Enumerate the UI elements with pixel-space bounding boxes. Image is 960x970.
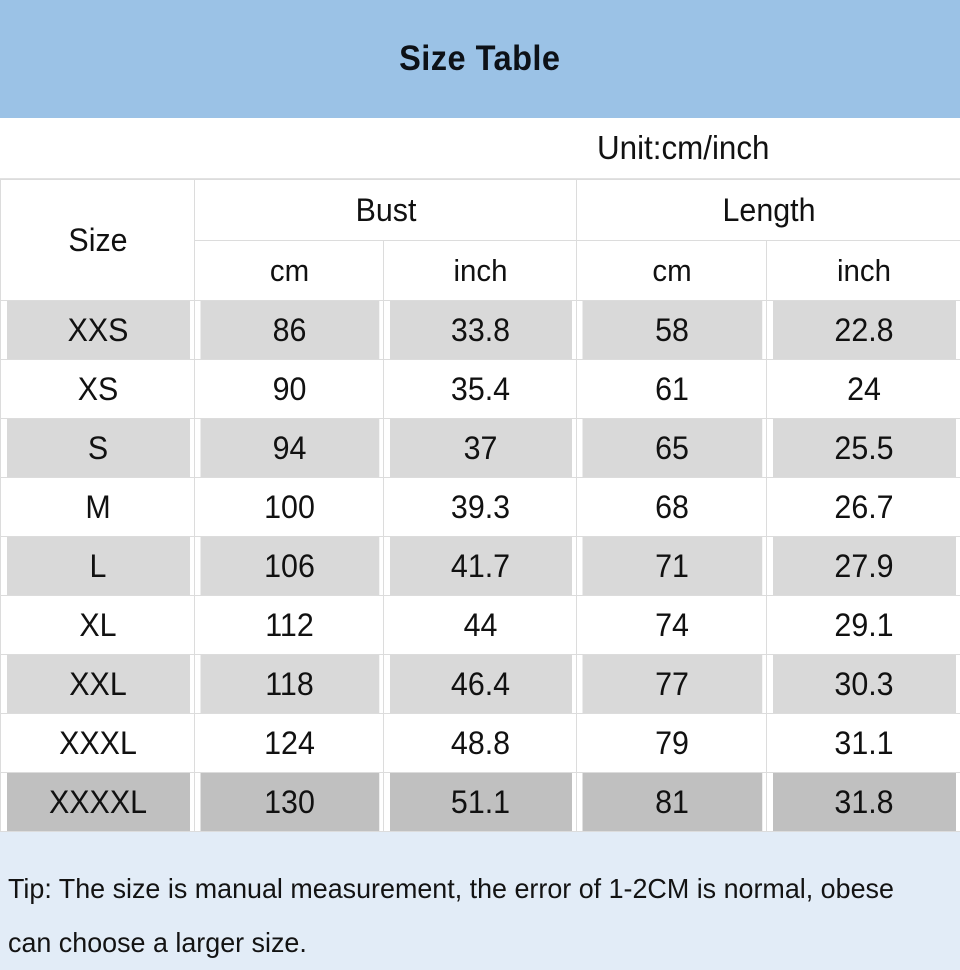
title-band: Size Table	[0, 0, 960, 118]
header-row-groups: Size Bust Length	[1, 180, 960, 241]
header-cell-length-cm: cm	[581, 241, 762, 301]
cell-length-cm: 74	[581, 596, 762, 655]
cell-length-cm: 79	[581, 714, 762, 773]
table-head: Size Bust Length cm inch cm inch	[1, 180, 960, 301]
cell-length-inch: 24	[771, 360, 955, 419]
cell-length-cm: 77	[581, 655, 762, 714]
tip-section: Tip: The size is manual measurement, the…	[0, 832, 960, 970]
cell-size: M	[5, 478, 189, 537]
cell-bust-cm: 86	[199, 301, 379, 360]
cell-size: XXS	[5, 301, 189, 360]
cell-length-cm: 71	[581, 537, 762, 596]
cell-length-inch: 26.7	[771, 478, 955, 537]
cell-size: XXL	[5, 655, 189, 714]
cell-size: XS	[5, 360, 189, 419]
cell-bust-inch: 44	[388, 596, 571, 655]
cell-length-inch: 31.1	[771, 714, 955, 773]
cell-length-cm: 61	[581, 360, 762, 419]
cell-length-inch: 22.8	[771, 301, 955, 360]
cell-bust-inch: 39.3	[388, 478, 571, 537]
unit-note-row: Unit:cm/inch	[0, 118, 960, 179]
cell-bust-inch: 46.4	[388, 655, 571, 714]
cell-bust-inch: 37	[388, 419, 571, 478]
cell-size: XL	[5, 596, 189, 655]
header-cell-bust: Bust	[204, 180, 567, 241]
header-cell-size: Size	[5, 180, 189, 301]
cell-bust-cm: 100	[199, 478, 379, 537]
cell-bust-inch: 51.1	[388, 773, 571, 832]
page-title: Size Table	[399, 39, 560, 79]
cell-bust-inch: 35.4	[388, 360, 571, 419]
cell-length-inch: 30.3	[771, 655, 955, 714]
cell-length-inch: 27.9	[771, 537, 955, 596]
cell-bust-cm: 130	[199, 773, 379, 832]
unit-note: Unit:cm/inch	[597, 129, 769, 167]
cell-size: L	[5, 537, 189, 596]
cell-length-cm: 65	[581, 419, 762, 478]
cell-bust-cm: 90	[199, 360, 379, 419]
cell-length-cm: 68	[581, 478, 762, 537]
cell-size: XXXXL	[5, 773, 189, 832]
cell-bust-inch: 33.8	[388, 301, 571, 360]
cell-bust-cm: 118	[199, 655, 379, 714]
cell-bust-inch: 48.8	[388, 714, 571, 773]
cell-bust-cm: 124	[199, 714, 379, 773]
cell-size: S	[5, 419, 189, 478]
cell-length-cm: 58	[581, 301, 762, 360]
cell-bust-cm: 106	[199, 537, 379, 596]
cell-length-cm: 81	[581, 773, 762, 832]
cell-bust-inch: 41.7	[388, 537, 571, 596]
cell-bust-cm: 112	[199, 596, 379, 655]
cell-length-inch: 29.1	[771, 596, 955, 655]
cell-length-inch: 31.8	[771, 773, 955, 832]
header-cell-length-inch: inch	[771, 241, 955, 301]
header-cell-bust-cm: cm	[199, 241, 379, 301]
header-cell-length: Length	[586, 180, 951, 241]
tip-text: Tip: The size is manual measurement, the…	[8, 862, 912, 970]
header-cell-bust-inch: inch	[388, 241, 571, 301]
cell-size: XXXL	[5, 714, 189, 773]
cell-bust-cm: 94	[199, 419, 379, 478]
cell-length-inch: 25.5	[771, 419, 955, 478]
